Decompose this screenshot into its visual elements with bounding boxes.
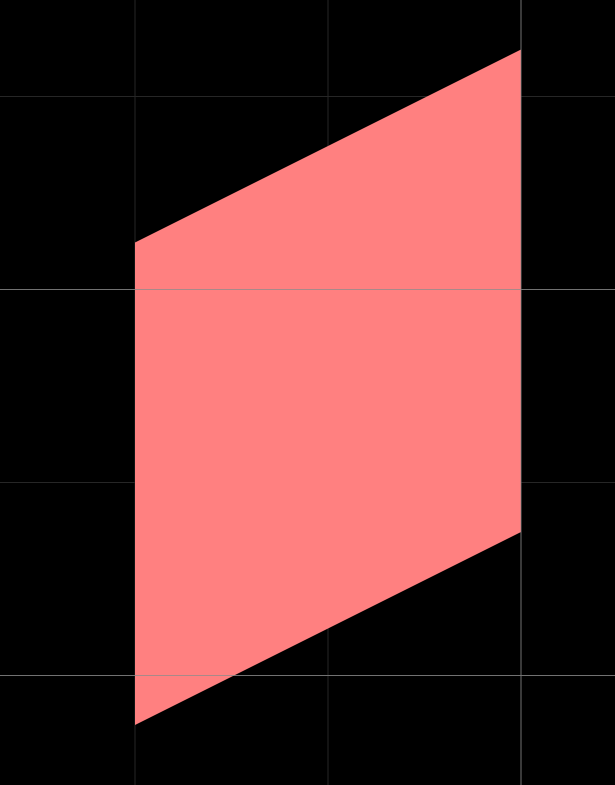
parallelogram-shape: [135, 49, 521, 725]
